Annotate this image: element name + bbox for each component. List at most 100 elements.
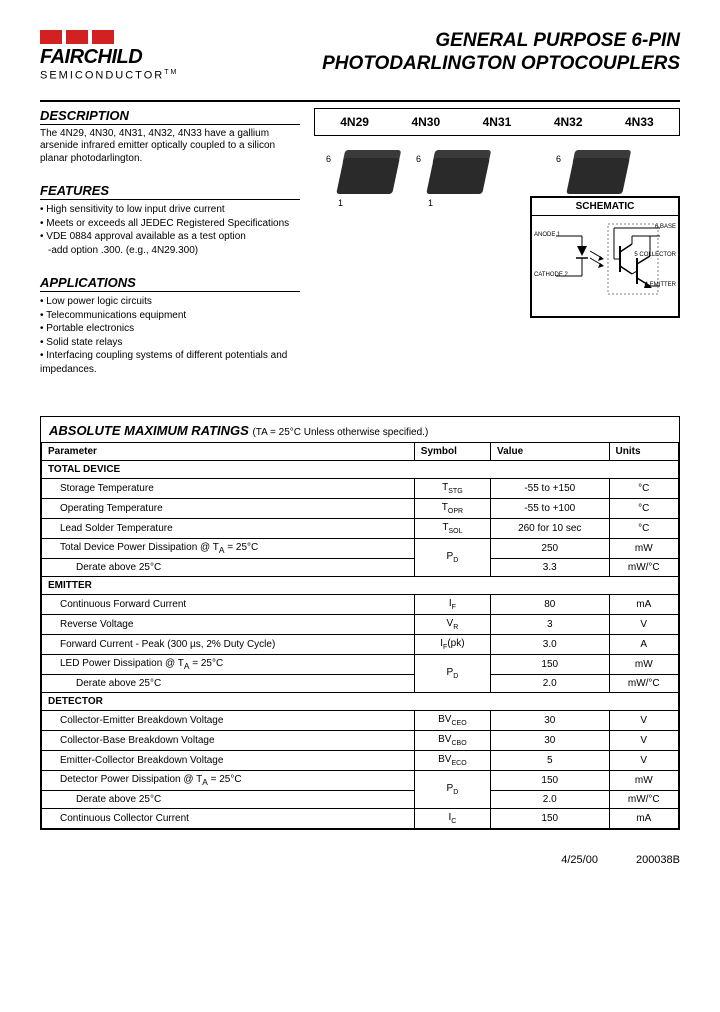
group-cell: DETECTOR [42,693,679,711]
pin-label: 4 EMITTER [645,282,676,288]
param-cell: Forward Current - Peak (300 µs, 2% Duty … [42,635,415,655]
footer-date: 4/25/00 [561,854,598,866]
value-cell: 150 [491,771,609,791]
schematic-diagram: ANODE 1 CATHODE 2 6 BASE 5 COLLECTOR 4 E… [532,216,678,316]
param-cell: Derate above 25°C [42,791,415,809]
symbol-cell: PD [414,771,490,809]
table-header: Symbol [414,443,490,461]
pin-label: 6 BASE [655,224,676,230]
applications-heading: APPLICATIONS [40,275,300,292]
param-cell: Collector-Emitter Breakdown Voltage [42,711,415,731]
value-cell: 250 [491,539,609,559]
value-cell: 80 [491,595,609,615]
value-cell: 30 [491,731,609,751]
value-cell: 5 [491,751,609,771]
applications-list: Low power logic circuitsTelecommunicatio… [40,295,300,376]
symbol-cell: TOPR [414,499,490,519]
ratings-table: ParameterSymbolValueUnits TOTAL DEVICESt… [41,442,679,829]
table-row: DETECTOR [42,693,679,711]
logo-bars [40,30,178,44]
footer-doc: 200038B [636,854,680,866]
param-cell: Continuous Collector Current [42,809,415,829]
title-line2: PHOTODARLINGTON OPTOCOUPLERS [322,53,680,76]
table-row: Derate above 25°C2.0mW/°C [42,791,679,809]
unit-cell: V [609,615,679,635]
table-header: Value [491,443,609,461]
table-header: Units [609,443,679,461]
divider [40,100,680,102]
left-column: DESCRIPTION The 4N29, 4N30, 4N31, 4N32, … [40,108,300,395]
logo-subtitle: SEMICONDUCTORTM [40,69,178,82]
unit-cell: mW/°C [609,675,679,693]
table-row: Collector-Emitter Breakdown VoltageBVCEO… [42,711,679,731]
table-row: Storage TemperatureTSTG-55 to +150°C [42,479,679,499]
value-cell: 30 [491,711,609,731]
logo-name: FAIRCHILD [40,46,178,69]
param-cell: Lead Solder Temperature [42,519,415,539]
page-title: GENERAL PURPOSE 6-PIN PHOTODARLINGTON OP… [322,30,680,76]
package-icon: 6 1 [324,150,404,210]
param-cell: Operating Temperature [42,499,415,519]
table-row: TOTAL DEVICE [42,461,679,479]
features-list: High sensitivity to low input drive curr… [40,203,300,257]
value-cell: 2.0 [491,791,609,809]
table-row: Collector-Base Breakdown VoltageBVCBO30V [42,731,679,751]
feature-item: Meets or exceeds all JEDEC Registered Sp… [40,217,300,231]
schematic-title: SCHEMATIC [532,198,678,216]
symbol-cell: IC [414,809,490,829]
table-row: EMITTER [42,577,679,595]
description-text: The 4N29, 4N30, 4N31, 4N32, 4N33 have a … [40,128,300,166]
description-heading: DESCRIPTION [40,108,300,125]
part-number: 4N32 [554,115,583,129]
symbol-cell: BVCEO [414,711,490,731]
table-row: Emitter-Collector Breakdown VoltageBVECO… [42,751,679,771]
param-cell: LED Power Dissipation @ TA = 25°C [42,655,415,675]
table-row: Lead Solder TemperatureTSOL260 for 10 se… [42,519,679,539]
symbol-cell: TSOL [414,519,490,539]
symbol-cell: PD [414,539,490,577]
value-cell: 150 [491,655,609,675]
symbol-cell: PD [414,655,490,693]
ratings-title: ABSOLUTE MAXIMUM RATINGS (TA = 25°C Unle… [41,417,679,442]
value-cell: 3.3 [491,559,609,577]
value-cell: -55 to +150 [491,479,609,499]
logo: FAIRCHILD SEMICONDUCTORTM [40,30,178,82]
feature-item: High sensitivity to low input drive curr… [40,203,300,217]
right-column: 4N294N304N314N324N33 6 1 6 1 6 1 [314,108,680,395]
part-numbers-box: 4N294N304N314N324N33 [314,108,680,136]
part-number: 4N30 [411,115,440,129]
value-cell: 150 [491,809,609,829]
symbol-cell: TSTG [414,479,490,499]
symbol-cell: BVECO [414,751,490,771]
part-number: 4N29 [340,115,369,129]
pin-label: CATHODE 2 [534,272,568,278]
table-row: Forward Current - Peak (300 µs, 2% Duty … [42,635,679,655]
param-cell: Continuous Forward Current [42,595,415,615]
param-cell: Storage Temperature [42,479,415,499]
table-row: Continuous Forward CurrentIF80mA [42,595,679,615]
page-footer: 4/25/00 200038B [40,854,680,866]
unit-cell: A [609,635,679,655]
part-number: 4N33 [625,115,654,129]
table-row: Reverse VoltageVR3V [42,615,679,635]
symbol-cell: IF(pk) [414,635,490,655]
features-heading: FEATURES [40,183,300,200]
param-cell: Emitter-Collector Breakdown Voltage [42,751,415,771]
table-header: Parameter [42,443,415,461]
feature-item: VDE 0884 approval available as a test op… [40,230,300,244]
param-cell: Total Device Power Dissipation @ TA = 25… [42,539,415,559]
table-row: Derate above 25°C3.3mW/°C [42,559,679,577]
title-line1: GENERAL PURPOSE 6-PIN [322,30,680,53]
content-columns: DESCRIPTION The 4N29, 4N30, 4N31, 4N32, … [40,108,680,395]
table-row: Detector Power Dissipation @ TA = 25°CPD… [42,771,679,791]
page-header: FAIRCHILD SEMICONDUCTORTM GENERAL PURPOS… [40,30,680,82]
table-row: Total Device Power Dissipation @ TA = 25… [42,539,679,559]
table-row: LED Power Dissipation @ TA = 25°CPD150mW [42,655,679,675]
application-item: Portable electronics [40,322,300,336]
unit-cell: °C [609,519,679,539]
value-cell: 3 [491,615,609,635]
symbol-cell: VR [414,615,490,635]
symbol-cell: BVCBO [414,731,490,751]
application-item: Telecommunications equipment [40,309,300,323]
value-cell: 260 for 10 sec [491,519,609,539]
